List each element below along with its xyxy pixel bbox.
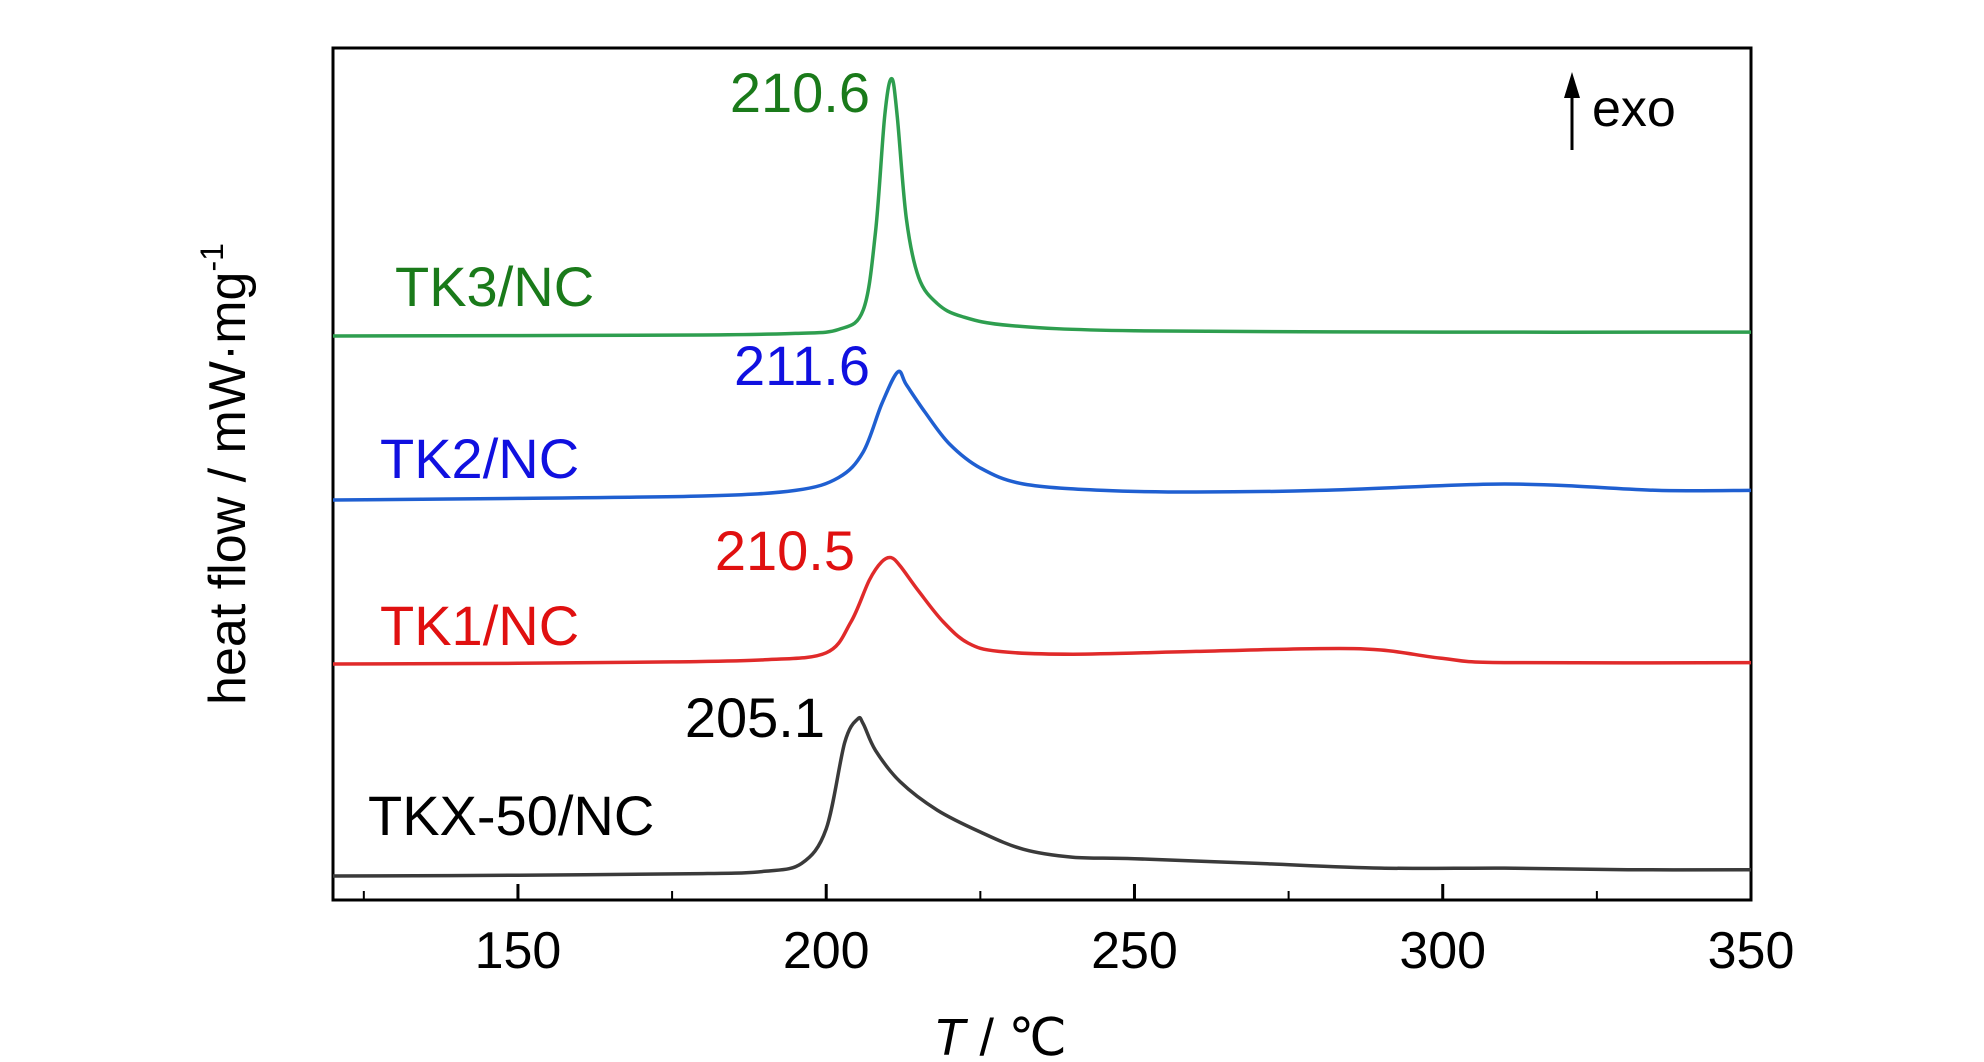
y-axis-title-superscript: -1: [194, 243, 230, 271]
series-name-label: TK1/NC: [380, 594, 579, 657]
peak-temperature-label: 210.5: [715, 519, 855, 582]
x-axis-title-unit: / ℃: [965, 1009, 1067, 1062]
peak-temperature-label: 210.6: [730, 61, 870, 124]
peak-temperature-label: 205.1: [685, 686, 825, 749]
series-line: [332, 555, 1752, 666]
x-axis-tick-labels: 150 200 250 300 350: [475, 922, 1795, 980]
series-name-label: TKX-50/NC: [368, 784, 654, 847]
x-tick-label: 350: [1708, 922, 1795, 980]
x-axis-ticks: [362, 884, 1753, 900]
peak-temperature-label: 211.6: [734, 334, 870, 397]
x-axis-title-variable: T: [933, 1009, 968, 1062]
plot-frame: [331, 46, 1753, 902]
x-tick-label: 200: [783, 922, 870, 980]
x-tick-label: 150: [475, 922, 562, 980]
series-layer: [332, 76, 1752, 878]
x-tick-label: 300: [1399, 922, 1486, 980]
y-axis-title: heat flow / mW·mg-1: [194, 243, 257, 705]
series-line: [332, 369, 1752, 502]
series-labels: TK3/NC 210.6 TK2/NC 211.6 TK1/NC 210.5 TKX-50/…: [368, 61, 870, 847]
x-axis-title: T / ℃: [933, 1009, 1067, 1062]
x-tick-label: 250: [1091, 922, 1178, 980]
exo-indicator: exo: [1564, 72, 1676, 150]
series-name-label: TK2/NC: [380, 427, 579, 490]
y-axis-title-text: heat flow / mW·mg: [199, 272, 257, 705]
exo-label: exo: [1592, 80, 1676, 138]
series-line: [332, 76, 1752, 338]
series-line: [332, 715, 1752, 878]
series-name-label: TK3/NC: [395, 255, 594, 318]
exo-arrow-icon: [1564, 72, 1580, 98]
